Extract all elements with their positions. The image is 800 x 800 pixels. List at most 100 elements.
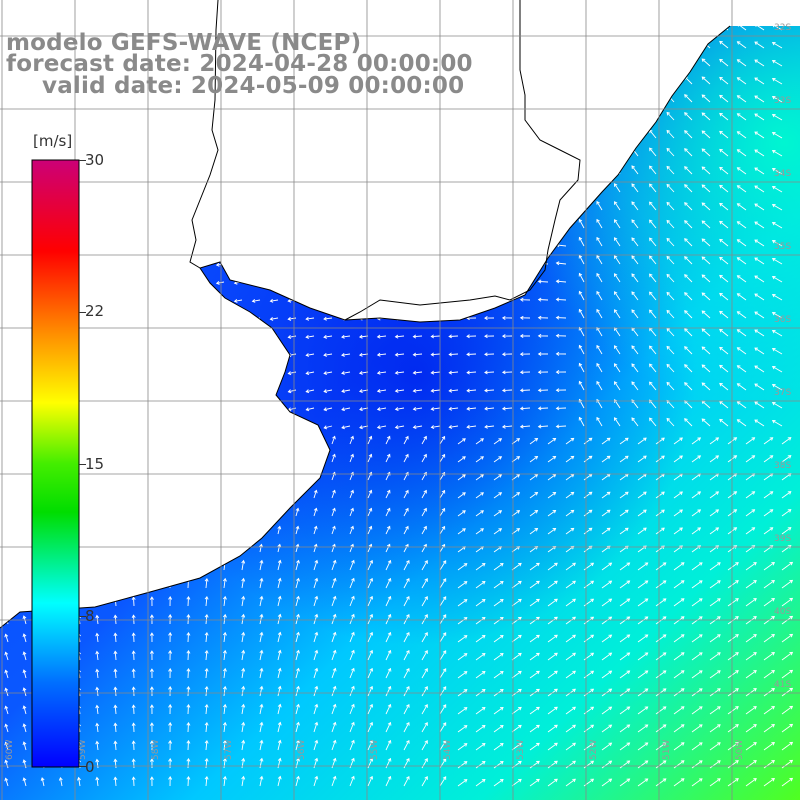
wind-arrow-head bbox=[626, 742, 631, 746]
wind-arrow-head bbox=[95, 776, 100, 781]
wind-arrow bbox=[691, 455, 701, 463]
wind-arrow bbox=[745, 598, 757, 607]
wind-arrow-head bbox=[661, 527, 665, 532]
wind-arrow-head bbox=[204, 631, 209, 636]
wind-arrow bbox=[187, 596, 189, 607]
wind-arrow-head bbox=[735, 760, 739, 764]
wind-arrow-head bbox=[519, 334, 524, 338]
wind-arrow-head bbox=[606, 545, 611, 550]
wind-arrow bbox=[493, 563, 504, 571]
wind-arrow bbox=[781, 527, 792, 535]
wind-arrow bbox=[579, 363, 585, 373]
wind-arrow-head bbox=[701, 346, 706, 351]
wind-arrow-head bbox=[771, 329, 776, 334]
wind-arrow-head bbox=[394, 407, 399, 412]
wind-arrow bbox=[511, 779, 522, 787]
wind-arrow bbox=[223, 668, 226, 679]
wind-arrow bbox=[547, 474, 556, 481]
wind-arrow-head bbox=[701, 382, 706, 387]
wind-arrow bbox=[772, 42, 783, 49]
wind-arrow-head bbox=[314, 757, 319, 762]
wind-arrow bbox=[709, 455, 719, 463]
wind-arrow bbox=[556, 425, 567, 428]
wind-arrow bbox=[547, 546, 556, 553]
wind-arrow-head bbox=[769, 455, 774, 459]
wind-arrow bbox=[649, 201, 657, 211]
wind-arrow-head bbox=[578, 272, 583, 277]
wind-arrow bbox=[673, 652, 685, 661]
wind-arrow-head bbox=[624, 509, 629, 514]
wind-arrow-head bbox=[717, 598, 721, 602]
wind-arrow bbox=[295, 740, 300, 751]
longitude-label: 59W bbox=[78, 740, 88, 760]
wind-arrow-head bbox=[736, 113, 741, 117]
wind-arrow bbox=[565, 742, 576, 751]
wind-arrow-head bbox=[715, 437, 720, 441]
wind-arrow-head bbox=[684, 382, 688, 386]
wind-arrow-head bbox=[241, 559, 246, 564]
wind-arrow-head bbox=[649, 201, 653, 206]
wind-arrow bbox=[619, 706, 630, 715]
wind-arrow bbox=[270, 317, 279, 320]
wind-arrow-head bbox=[287, 316, 292, 321]
wind-arrow-head bbox=[424, 650, 428, 654]
wind-arrow-head bbox=[754, 419, 758, 423]
wind-arrow bbox=[637, 688, 648, 697]
wind-arrow-head bbox=[149, 650, 154, 654]
wind-arrow-head bbox=[608, 778, 613, 783]
wind-arrow bbox=[719, 221, 729, 229]
wind-arrow-head bbox=[131, 686, 136, 691]
wind-arrow bbox=[439, 650, 447, 661]
wind-arrow bbox=[737, 131, 747, 139]
wind-arrow-head bbox=[680, 562, 685, 566]
wind-arrow bbox=[96, 723, 99, 733]
wind-arrow bbox=[637, 562, 648, 571]
wind-arrow-head bbox=[736, 293, 741, 297]
wind-arrow bbox=[223, 596, 226, 607]
wind-arrow-head bbox=[771, 670, 775, 674]
wind-arrow bbox=[475, 563, 486, 571]
wind-arrow bbox=[421, 668, 428, 679]
wind-arrow bbox=[727, 670, 739, 679]
wind-arrow bbox=[745, 491, 755, 499]
wind-arrow-head bbox=[131, 776, 136, 781]
wind-arrow-head bbox=[406, 577, 410, 582]
wind-arrow-head bbox=[359, 407, 363, 412]
wind-arrow bbox=[493, 456, 502, 463]
wind-arrow bbox=[601, 598, 612, 607]
wind-arrow-head bbox=[771, 724, 775, 728]
wind-arrow-head bbox=[554, 724, 558, 729]
wind-arrow bbox=[493, 474, 502, 481]
wind-arrow-head bbox=[233, 298, 238, 303]
wind-arrow-head bbox=[149, 686, 154, 690]
wind-arrow bbox=[601, 724, 612, 733]
wind-arrow-head bbox=[684, 148, 688, 152]
wind-arrow bbox=[367, 526, 372, 535]
wind-arrow-head bbox=[701, 256, 706, 261]
wind-arrow-head bbox=[462, 474, 466, 478]
wind-arrow-head bbox=[614, 219, 618, 223]
wind-arrow-head bbox=[519, 388, 524, 393]
wind-arrow-head bbox=[736, 419, 741, 423]
wind-arrow bbox=[781, 598, 793, 607]
wind-arrow-head bbox=[22, 633, 27, 638]
wind-arrow-head bbox=[697, 455, 702, 459]
wind-arrow-head bbox=[259, 721, 264, 726]
wind-arrow-head bbox=[466, 370, 470, 375]
wind-arrow-head bbox=[733, 509, 738, 513]
wind-arrow-head bbox=[499, 671, 504, 675]
wind-arrow bbox=[637, 706, 648, 715]
wind-arrow bbox=[520, 389, 531, 391]
wind-arrow bbox=[763, 742, 775, 751]
wind-arrow-head bbox=[631, 219, 635, 224]
wind-arrow-head bbox=[736, 77, 741, 81]
wind-arrow bbox=[709, 670, 721, 679]
wind-arrow bbox=[421, 704, 428, 715]
wind-arrow-head bbox=[4, 651, 9, 656]
wind-arrow bbox=[684, 220, 693, 229]
wind-arrow-head bbox=[554, 580, 558, 585]
wind-arrow bbox=[529, 528, 538, 535]
wind-arrow-head bbox=[501, 406, 506, 411]
wind-arrow-head bbox=[168, 668, 173, 672]
wind-arrow-head bbox=[572, 670, 576, 675]
